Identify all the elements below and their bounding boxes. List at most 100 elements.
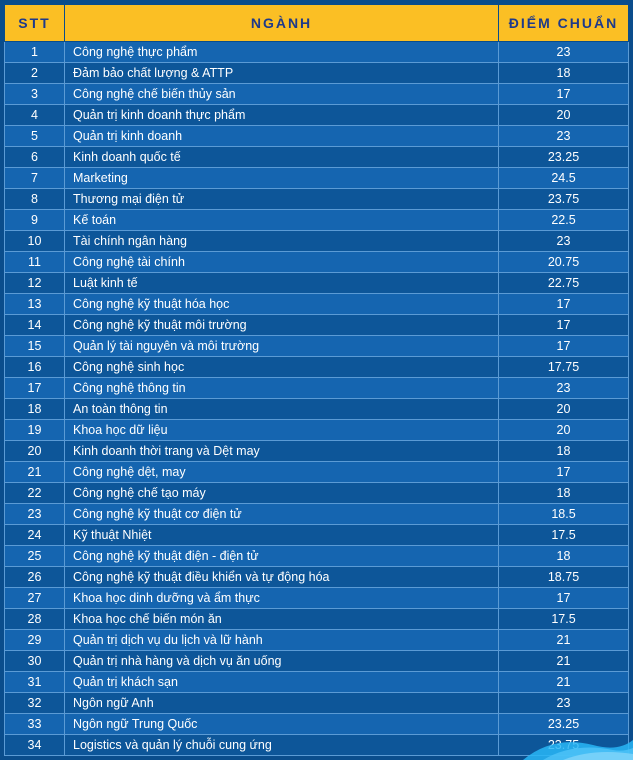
- cell-stt: 11: [5, 252, 65, 273]
- table-row: 9Kế toán22.5: [5, 210, 629, 231]
- cell-stt: 10: [5, 231, 65, 252]
- cell-diem: 23.75: [499, 189, 629, 210]
- cell-diem: 18.5: [499, 504, 629, 525]
- score-table-container: STT NGÀNH ĐIỂM CHUẨN 1Công nghệ thực phẩ…: [0, 0, 633, 760]
- cell-diem: 20: [499, 399, 629, 420]
- cell-stt: 28: [5, 609, 65, 630]
- table-row: 13Công nghệ kỹ thuật hóa học17: [5, 294, 629, 315]
- table-row: 30Quản trị nhà hàng và dịch vụ ăn uống21: [5, 651, 629, 672]
- cell-stt: 22: [5, 483, 65, 504]
- cell-diem: 20: [499, 105, 629, 126]
- cell-nganh: Công nghệ tài chính: [65, 252, 499, 273]
- cell-stt: 5: [5, 126, 65, 147]
- cell-diem: 17: [499, 462, 629, 483]
- cell-nganh: Quản lý tài nguyên và môi trường: [65, 336, 499, 357]
- cell-nganh: Công nghệ kỹ thuật điều khiển và tự động…: [65, 567, 499, 588]
- cell-stt: 18: [5, 399, 65, 420]
- cell-diem: 18: [499, 483, 629, 504]
- cell-stt: 2: [5, 63, 65, 84]
- cell-nganh: Khoa học dinh dưỡng và ẩm thực: [65, 588, 499, 609]
- cell-stt: 24: [5, 525, 65, 546]
- cell-nganh: Kế toán: [65, 210, 499, 231]
- cell-diem: 18: [499, 63, 629, 84]
- cell-nganh: Công nghệ thực phẩm: [65, 42, 499, 63]
- cell-nganh: Công nghệ kỹ thuật cơ điện tử: [65, 504, 499, 525]
- cell-nganh: Công nghệ kỹ thuật điện - điện tử: [65, 546, 499, 567]
- cell-stt: 29: [5, 630, 65, 651]
- cell-nganh: Đảm bảo chất lượng & ATTP: [65, 63, 499, 84]
- cell-diem: 23.25: [499, 147, 629, 168]
- cell-stt: 14: [5, 315, 65, 336]
- table-row: 18An toàn thông tin20: [5, 399, 629, 420]
- cell-stt: 16: [5, 357, 65, 378]
- table-row: 28Khoa học chế biến món ăn17.5: [5, 609, 629, 630]
- cell-diem: 21: [499, 651, 629, 672]
- cell-nganh: An toàn thông tin: [65, 399, 499, 420]
- table-row: 11Công nghệ tài chính20.75: [5, 252, 629, 273]
- table-row: 25Công nghệ kỹ thuật điện - điện tử18: [5, 546, 629, 567]
- cell-stt: 32: [5, 693, 65, 714]
- table-row: 19Khoa học dữ liệu20: [5, 420, 629, 441]
- cell-stt: 12: [5, 273, 65, 294]
- cell-diem: 21: [499, 630, 629, 651]
- table-row: 4Quản trị kinh doanh thực phẩm20: [5, 105, 629, 126]
- cell-nganh: Marketing: [65, 168, 499, 189]
- cell-nganh: Ngôn ngữ Trung Quốc: [65, 714, 499, 735]
- table-row: 23Công nghệ kỹ thuật cơ điện tử18.5: [5, 504, 629, 525]
- cell-nganh: Quản trị kinh doanh: [65, 126, 499, 147]
- cell-nganh: Logistics và quản lý chuỗi cung ứng: [65, 735, 499, 756]
- cell-nganh: Quản trị nhà hàng và dịch vụ ăn uống: [65, 651, 499, 672]
- col-header-stt: STT: [5, 5, 65, 42]
- cell-nganh: Quản trị kinh doanh thực phẩm: [65, 105, 499, 126]
- cell-stt: 30: [5, 651, 65, 672]
- table-row: 24Kỹ thuật Nhiệt17.5: [5, 525, 629, 546]
- cell-stt: 27: [5, 588, 65, 609]
- cell-stt: 31: [5, 672, 65, 693]
- cell-stt: 3: [5, 84, 65, 105]
- cell-diem: 22.75: [499, 273, 629, 294]
- cell-stt: 8: [5, 189, 65, 210]
- cell-stt: 19: [5, 420, 65, 441]
- cell-diem: 22.5: [499, 210, 629, 231]
- cell-nganh: Công nghệ dệt, may: [65, 462, 499, 483]
- cell-diem: 20.75: [499, 252, 629, 273]
- cell-nganh: Khoa học dữ liệu: [65, 420, 499, 441]
- cell-stt: 26: [5, 567, 65, 588]
- cell-diem: 23: [499, 378, 629, 399]
- cell-diem: 18.75: [499, 567, 629, 588]
- cell-nganh: Công nghệ sinh học: [65, 357, 499, 378]
- table-row: 17Công nghệ thông tin23: [5, 378, 629, 399]
- cell-diem: 23.25: [499, 714, 629, 735]
- cell-diem: 23: [499, 42, 629, 63]
- cell-stt: 15: [5, 336, 65, 357]
- cell-stt: 17: [5, 378, 65, 399]
- table-row: 8Thương mại điện tử23.75: [5, 189, 629, 210]
- table-row: 34Logistics và quản lý chuỗi cung ứng23.…: [5, 735, 629, 756]
- table-row: 6Kinh doanh quốc tế23.25: [5, 147, 629, 168]
- cell-diem: 17: [499, 84, 629, 105]
- cell-diem: 24.5: [499, 168, 629, 189]
- cell-stt: 20: [5, 441, 65, 462]
- cell-diem: 17: [499, 294, 629, 315]
- cell-nganh: Quản trị dịch vụ du lịch và lữ hành: [65, 630, 499, 651]
- cell-nganh: Công nghệ kỹ thuật hóa học: [65, 294, 499, 315]
- score-table: STT NGÀNH ĐIỂM CHUẨN 1Công nghệ thực phẩ…: [4, 4, 629, 756]
- cell-diem: 17: [499, 588, 629, 609]
- cell-nganh: Kinh doanh thời trang và Dệt may: [65, 441, 499, 462]
- table-body: 1Công nghệ thực phẩm232Đảm bảo chất lượn…: [5, 42, 629, 756]
- cell-nganh: Công nghệ kỹ thuật môi trường: [65, 315, 499, 336]
- table-row: 22Công nghệ chế tạo máy18: [5, 483, 629, 504]
- table-row: 31Quản trị khách sạn21: [5, 672, 629, 693]
- cell-diem: 23.75: [499, 735, 629, 756]
- cell-nganh: Công nghệ chế tạo máy: [65, 483, 499, 504]
- table-row: 21Công nghệ dệt, may17: [5, 462, 629, 483]
- table-row: 10Tài chính ngân hàng23: [5, 231, 629, 252]
- table-row: 3Công nghệ chế biến thủy sản17: [5, 84, 629, 105]
- cell-stt: 25: [5, 546, 65, 567]
- cell-stt: 9: [5, 210, 65, 231]
- cell-stt: 4: [5, 105, 65, 126]
- cell-diem: 17.5: [499, 525, 629, 546]
- cell-nganh: Thương mại điện tử: [65, 189, 499, 210]
- cell-diem: 17: [499, 336, 629, 357]
- cell-nganh: Kỹ thuật Nhiệt: [65, 525, 499, 546]
